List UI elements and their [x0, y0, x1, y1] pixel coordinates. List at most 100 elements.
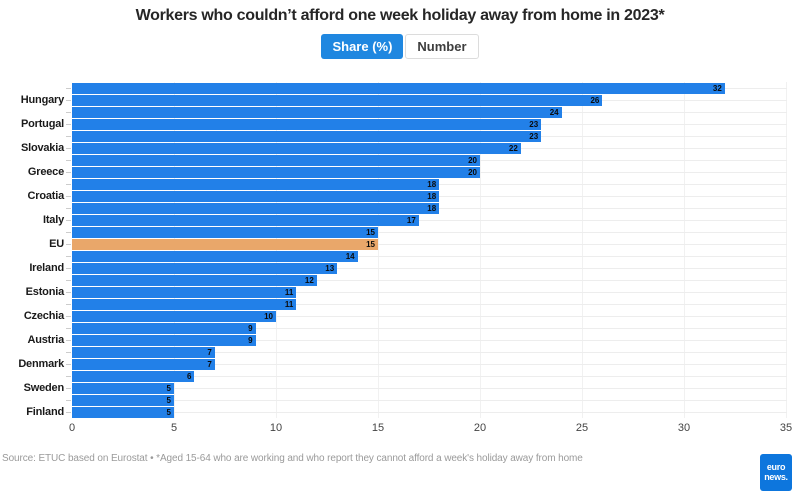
bar-portugal[interactable]: 23: [72, 118, 542, 130]
bar-value-label: 7: [207, 359, 212, 369]
bar-0[interactable]: 32: [72, 82, 725, 94]
country-label: Ireland: [29, 262, 64, 274]
bar-row: EU 15: [0, 238, 800, 250]
bar-row: 12: [0, 274, 800, 286]
bar-row: Croatia 18: [0, 190, 800, 202]
bar-italy[interactable]: 17: [72, 214, 419, 226]
gridline: [174, 82, 175, 418]
bar-value-label: 7: [207, 347, 212, 357]
bar-sweden[interactable]: 5: [72, 382, 174, 394]
bar-row: Hungary 26: [0, 94, 800, 106]
bar-row: 20: [0, 154, 800, 166]
bar-row: Sweden 5: [0, 382, 800, 394]
euronews-logo: euro news.: [760, 454, 792, 491]
y-tick: [66, 412, 71, 413]
bar-24[interactable]: 6: [72, 370, 195, 382]
source-note: Source: ETUC based on Eurostat • *Aged 1…: [2, 453, 583, 464]
bar-row: 18: [0, 202, 800, 214]
bar-value-label: 14: [345, 251, 355, 261]
bar-value-label: 20: [468, 167, 477, 177]
bar-10[interactable]: 18: [72, 202, 440, 214]
country-label: Austria: [27, 334, 65, 346]
row-gridline: [72, 280, 787, 281]
y-tick: [66, 196, 71, 197]
bar-14[interactable]: 14: [72, 250, 358, 262]
bar-row: Denmark 7: [0, 358, 800, 370]
bar-row: 6: [0, 370, 800, 382]
tab-number[interactable]: Number: [405, 34, 479, 59]
bar-18[interactable]: 11: [72, 298, 297, 310]
row-gridline: [72, 220, 787, 221]
bar-estonia[interactable]: 11: [72, 286, 297, 298]
gridline: [684, 82, 685, 418]
tab-share-percent[interactable]: Share (%): [321, 34, 404, 59]
row-gridline: [72, 244, 787, 245]
bar-ireland[interactable]: 13: [72, 262, 338, 274]
bar-hungary[interactable]: 26: [72, 94, 603, 106]
x-tick-label: 20: [473, 422, 487, 434]
bar-22[interactable]: 7: [72, 346, 215, 358]
bar-row: 7: [0, 346, 800, 358]
y-tick: [66, 352, 71, 353]
bar-value-label: 22: [508, 143, 518, 153]
row-gridline: [72, 376, 787, 377]
y-tick: [66, 100, 71, 101]
country-label: Denmark: [18, 358, 64, 370]
row-gridline: [72, 400, 787, 401]
row-gridline: [72, 304, 787, 305]
y-tick: [66, 220, 71, 221]
y-tick: [66, 328, 71, 329]
bar-row: Ireland 13: [0, 262, 800, 274]
y-tick: [66, 124, 71, 125]
bar-greece[interactable]: 20: [72, 166, 480, 178]
y-tick: [66, 148, 71, 149]
bar-czechia[interactable]: 10: [72, 310, 276, 322]
x-tick-label: 10: [269, 422, 283, 434]
bar-value-label: 24: [549, 107, 559, 117]
country-label: Czechia: [23, 310, 64, 322]
x-tick-label: 5: [170, 422, 178, 434]
bar-austria[interactable]: 9: [72, 334, 256, 346]
bar-eu[interactable]: 15: [72, 238, 378, 250]
bar-8[interactable]: 18: [72, 178, 440, 190]
bar-row: Finland 5: [0, 406, 800, 418]
bar-4[interactable]: 23: [72, 130, 542, 142]
bar-16[interactable]: 12: [72, 274, 317, 286]
bar-finland[interactable]: 5: [72, 406, 174, 418]
row-gridline: [72, 412, 787, 413]
bar-denmark[interactable]: 7: [72, 358, 215, 370]
bar-20[interactable]: 9: [72, 322, 256, 334]
bar-value-label: 18: [427, 179, 437, 189]
y-tick: [66, 112, 71, 113]
y-tick: [66, 364, 71, 365]
bar-value-label: 11: [284, 299, 294, 309]
bar-value-label: 15: [366, 227, 375, 237]
bar-row: 23: [0, 130, 800, 142]
y-tick: [66, 184, 71, 185]
bar-row: Portugal 23: [0, 118, 800, 130]
bar-value-label: 5: [166, 407, 171, 417]
bar-12[interactable]: 15: [72, 226, 378, 238]
y-tick: [66, 376, 71, 377]
bar-value-label: 11: [284, 287, 294, 297]
x-axis: 0 5 10 15 20 25 30 35: [0, 422, 800, 436]
bar-6[interactable]: 20: [72, 154, 480, 166]
bar-slovakia[interactable]: 22: [72, 142, 521, 154]
country-label: Estonia: [25, 286, 65, 298]
bar-row: 32: [0, 82, 800, 94]
bar-row: Greece 20: [0, 166, 800, 178]
bar-row: 5: [0, 394, 800, 406]
y-tick: [66, 136, 71, 137]
y-tick: [66, 280, 71, 281]
y-tick: [66, 292, 71, 293]
gridline: [582, 82, 583, 418]
bar-26[interactable]: 5: [72, 394, 174, 406]
bar-value-label: 5: [166, 383, 171, 393]
bar-value-label: 6: [186, 371, 192, 381]
bar-croatia[interactable]: 18: [72, 190, 440, 202]
row-gridline: [72, 352, 787, 353]
bar-2[interactable]: 24: [72, 106, 562, 118]
x-tick-label: 35: [779, 422, 793, 434]
bar-row: 11: [0, 298, 800, 310]
